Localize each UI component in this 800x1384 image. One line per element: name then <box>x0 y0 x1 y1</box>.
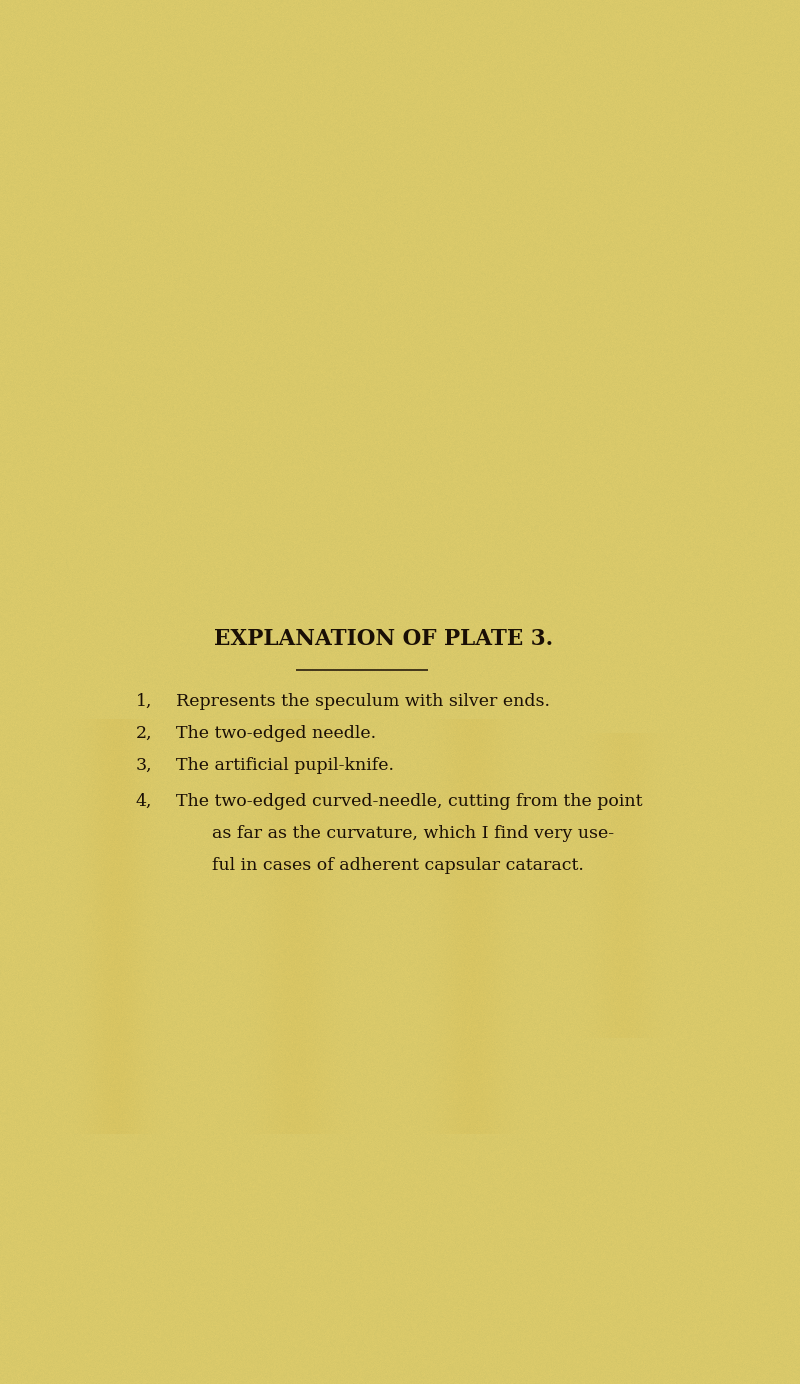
Text: The two-edged needle.: The two-edged needle. <box>176 725 376 742</box>
Text: The artificial pupil-knife.: The artificial pupil-knife. <box>176 757 394 774</box>
Text: 2,: 2, <box>135 725 152 742</box>
Text: EXPLANATION OF PLATE 3.: EXPLANATION OF PLATE 3. <box>214 628 554 650</box>
Text: 3,: 3, <box>135 757 152 774</box>
Text: 4,: 4, <box>135 793 152 810</box>
Text: 1,: 1, <box>135 693 152 710</box>
Text: Represents the speculum with silver ends.: Represents the speculum with silver ends… <box>176 693 550 710</box>
Text: The two-edged curved-needle, cutting from the point: The two-edged curved-needle, cutting fro… <box>176 793 642 810</box>
Text: ful in cases of adherent capsular cataract.: ful in cases of adherent capsular catara… <box>212 857 584 873</box>
Text: as far as the curvature, which I find very use-: as far as the curvature, which I find ve… <box>212 825 614 841</box>
